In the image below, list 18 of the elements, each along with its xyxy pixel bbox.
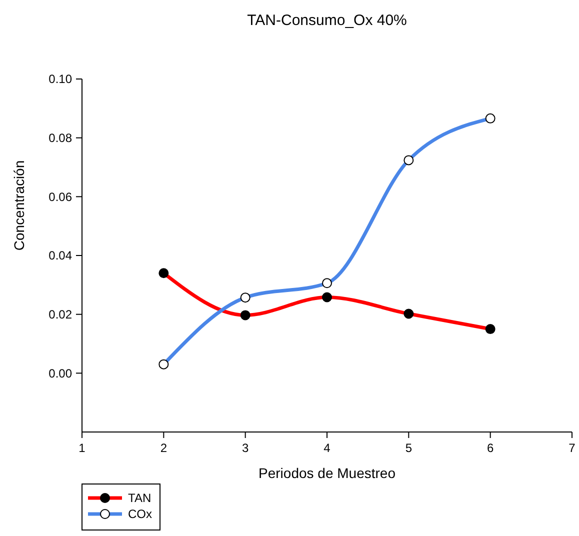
- legend-label: TAN: [128, 491, 152, 506]
- y-tick-label: 0.02: [48, 308, 72, 322]
- x-tick-label: 4: [324, 441, 331, 455]
- x-tick-label: 6: [486, 441, 494, 455]
- x-tick-label: 2: [160, 441, 168, 455]
- y-tick-label: 0.10: [48, 72, 72, 86]
- x-tick-label: 1: [78, 441, 86, 455]
- y-tick-label: 0.00: [48, 366, 72, 380]
- y-axis-title: Concentración: [11, 160, 27, 251]
- chart-title: TAN-Consumo_Ox 40%: [247, 12, 407, 29]
- x-tick-label: 3: [242, 441, 249, 455]
- legend-label: COx: [128, 507, 152, 522]
- y-tick-label: 0.04: [48, 248, 72, 263]
- y-tick-label: 0.06: [48, 190, 72, 204]
- x-tick-label: 5: [405, 441, 412, 455]
- x-axis-title: Periodos de Muestreo: [258, 465, 396, 481]
- x-tick-label: 7: [568, 441, 576, 455]
- y-tick-label: 0.08: [48, 131, 72, 146]
